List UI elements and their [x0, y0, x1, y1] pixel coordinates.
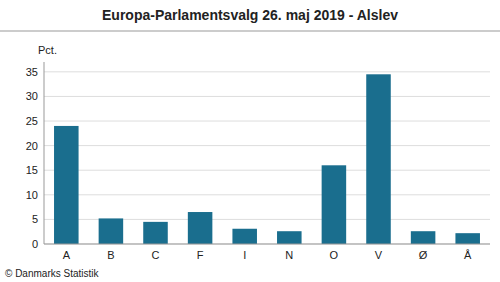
grid-line — [44, 170, 490, 171]
bar — [143, 222, 168, 244]
bars — [54, 74, 480, 244]
bar — [232, 229, 257, 244]
bar — [366, 74, 391, 244]
x-axis-line — [44, 244, 490, 245]
x-tick-label: B — [107, 249, 114, 261]
bar — [54, 126, 79, 244]
footer: © Danmarks Statistik — [5, 268, 100, 279]
grid-line — [44, 96, 490, 97]
y-axis-label: Pct. — [38, 44, 57, 56]
grid-line — [44, 244, 490, 245]
x-tick-label: Å — [464, 249, 472, 261]
x-tick-label: N — [285, 249, 293, 261]
y-tick-label: 20 — [26, 140, 38, 152]
bar — [188, 212, 213, 244]
bar — [99, 218, 124, 244]
bar — [411, 231, 436, 244]
grid — [44, 72, 490, 244]
y-tick-label: 5 — [32, 213, 38, 225]
x-tick-label: V — [375, 249, 383, 261]
grid-line — [44, 145, 490, 146]
bar — [277, 231, 302, 244]
bar — [455, 233, 480, 244]
x-tick-label: C — [152, 249, 160, 261]
x-tick-label: O — [330, 249, 339, 261]
y-tick-label: 25 — [26, 115, 38, 127]
y-tick-label: 15 — [26, 164, 38, 176]
chart-title: Europa-Parlamentsvalg 26. maj 2019 - Als… — [102, 7, 398, 23]
x-tick-label: I — [243, 249, 246, 261]
title-rule — [0, 31, 500, 32]
grid-line — [44, 194, 490, 195]
chart-container: Europa-Parlamentsvalg 26. maj 2019 - Als… — [0, 0, 500, 282]
grid-line — [44, 71, 490, 72]
y-tick-label: 35 — [26, 66, 38, 78]
y-tick-label: 0 — [32, 238, 38, 250]
y-axis-line — [44, 62, 45, 244]
chart-svg: Europa-Parlamentsvalg 26. maj 2019 - Als… — [0, 0, 500, 282]
x-tick-label: F — [197, 249, 204, 261]
bar — [322, 165, 347, 244]
x-tick-label: Ø — [419, 249, 428, 261]
grid-line — [44, 121, 490, 122]
y-tick-label: 30 — [26, 90, 38, 102]
y-tick-label: 10 — [26, 189, 38, 201]
x-tick-label: A — [63, 249, 71, 261]
